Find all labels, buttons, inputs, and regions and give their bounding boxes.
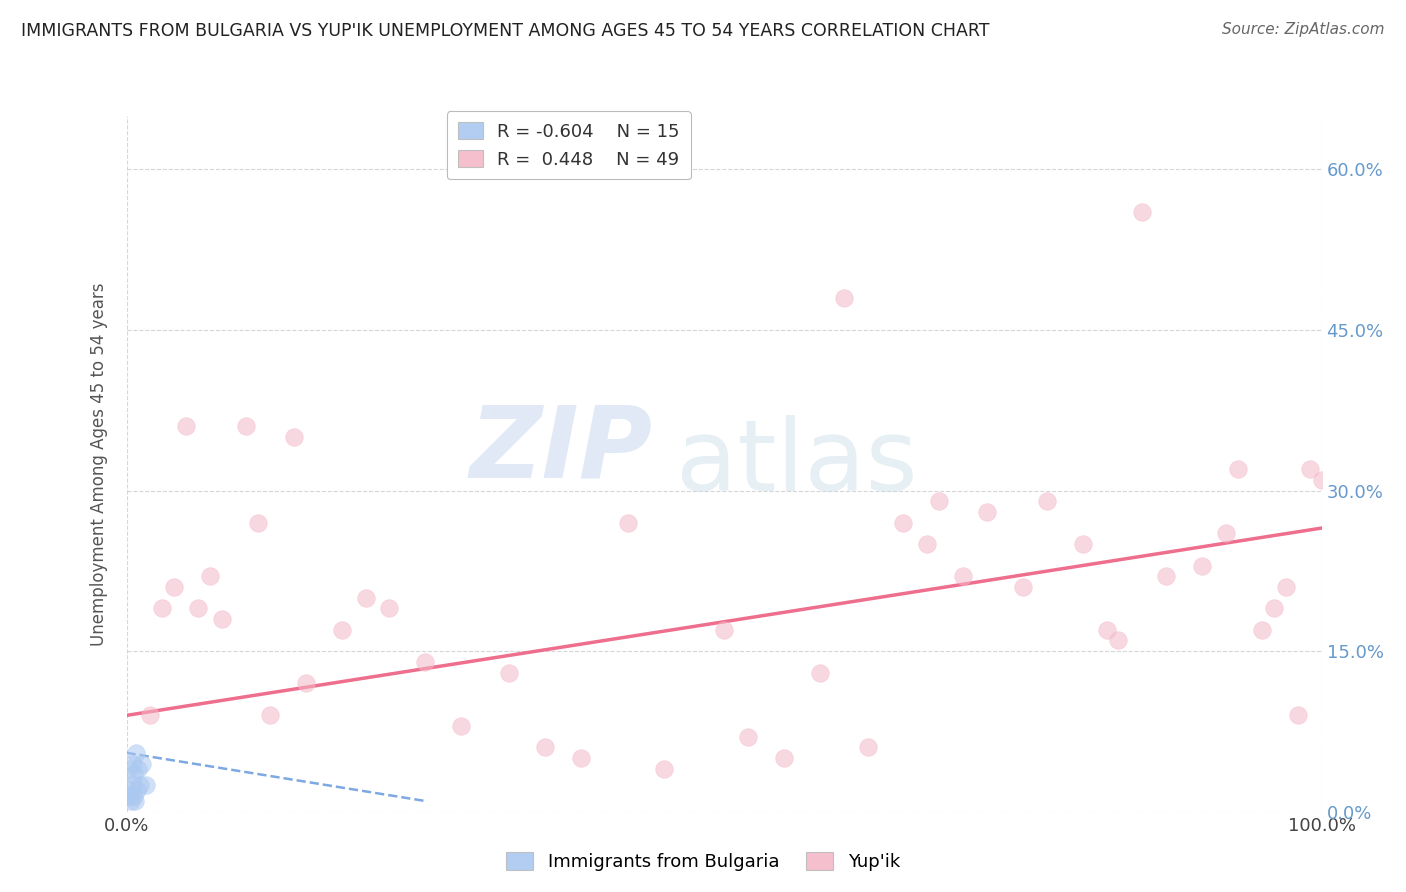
Point <box>128 778 150 792</box>
Point <box>120 789 142 803</box>
Point <box>450 719 472 733</box>
Point <box>125 746 148 760</box>
Point <box>617 516 640 530</box>
Point <box>120 794 142 808</box>
Point <box>200 569 222 583</box>
Point <box>917 537 939 551</box>
Point <box>1310 473 1333 487</box>
Point <box>211 612 233 626</box>
Point <box>259 708 281 723</box>
Text: IMMIGRANTS FROM BULGARIA VS YUP'IK UNEMPLOYMENT AMONG AGES 45 TO 54 YEARS CORREL: IMMIGRANTS FROM BULGARIA VS YUP'IK UNEMP… <box>21 22 990 40</box>
Point <box>498 665 520 680</box>
Point <box>139 708 162 723</box>
Point <box>117 783 139 797</box>
Point <box>121 756 143 771</box>
Point <box>533 740 555 755</box>
Point <box>127 783 149 797</box>
Point <box>1108 633 1130 648</box>
Point <box>283 430 305 444</box>
Point <box>713 623 735 637</box>
Text: ZIP: ZIP <box>470 401 652 499</box>
Point <box>1250 623 1272 637</box>
Point <box>1071 537 1094 551</box>
Legend: Immigrants from Bulgaria, Yup'ik: Immigrants from Bulgaria, Yup'ik <box>499 846 907 879</box>
Point <box>135 778 157 792</box>
Point <box>1215 526 1237 541</box>
Point <box>235 419 257 434</box>
Point <box>1154 569 1177 583</box>
Point <box>330 623 353 637</box>
Point <box>413 655 436 669</box>
Point <box>891 516 914 530</box>
Point <box>122 767 145 781</box>
Point <box>187 601 209 615</box>
Point <box>294 676 316 690</box>
Point <box>1095 623 1118 637</box>
Point <box>1298 462 1320 476</box>
Point <box>1274 580 1296 594</box>
Point <box>121 778 143 792</box>
Point <box>247 516 270 530</box>
Point <box>124 794 146 808</box>
Point <box>131 756 153 771</box>
Point <box>808 665 831 680</box>
Point <box>928 494 950 508</box>
Point <box>354 591 377 605</box>
Point <box>569 751 592 765</box>
Y-axis label: Unemployment Among Ages 45 to 54 years: Unemployment Among Ages 45 to 54 years <box>90 282 108 646</box>
Point <box>832 291 855 305</box>
Text: atlas: atlas <box>676 416 918 512</box>
Point <box>976 505 998 519</box>
Point <box>174 419 197 434</box>
Point <box>737 730 759 744</box>
Text: Source: ZipAtlas.com: Source: ZipAtlas.com <box>1222 22 1385 37</box>
Point <box>1286 708 1309 723</box>
Point <box>1035 494 1059 508</box>
Legend: R = -0.604    N = 15, R =  0.448    N = 49: R = -0.604 N = 15, R = 0.448 N = 49 <box>447 112 690 179</box>
Point <box>122 789 145 803</box>
Point <box>1226 462 1249 476</box>
Point <box>163 580 186 594</box>
Point <box>378 601 401 615</box>
Point <box>652 762 675 776</box>
Point <box>773 751 796 765</box>
Point <box>1191 558 1213 573</box>
Point <box>150 601 174 615</box>
Point <box>118 762 141 776</box>
Point <box>1130 205 1153 219</box>
Point <box>856 740 879 755</box>
Point <box>127 762 149 776</box>
Point <box>1263 601 1285 615</box>
Point <box>952 569 974 583</box>
Point <box>1011 580 1033 594</box>
